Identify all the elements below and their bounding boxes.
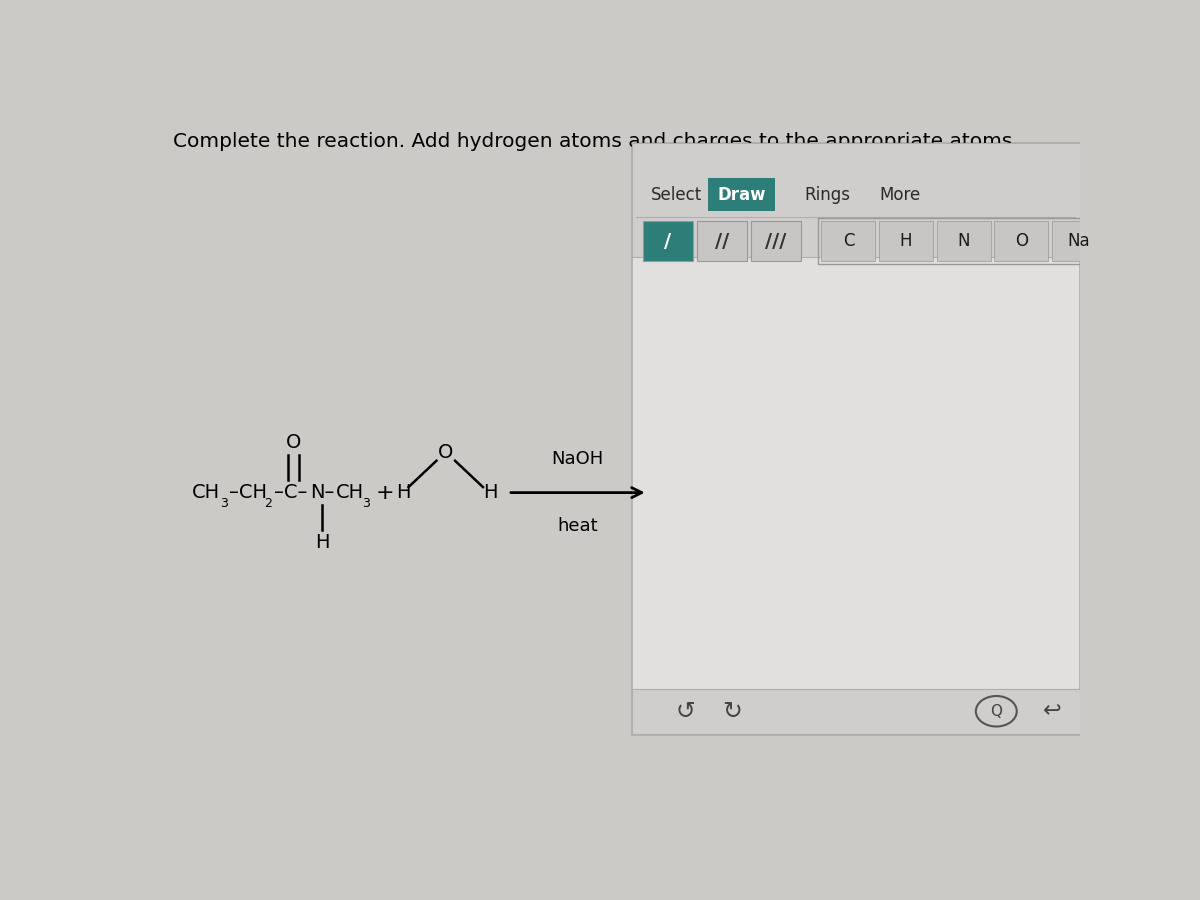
Bar [643, 221, 694, 261]
Text: O: O [1015, 232, 1028, 250]
Bar [822, 221, 876, 261]
Text: C: C [842, 232, 854, 250]
Text: //: // [715, 231, 730, 250]
Bar [708, 178, 775, 212]
Text: –C–: –C– [274, 483, 307, 502]
Text: ↻: ↻ [722, 699, 742, 724]
Bar [817, 218, 1110, 264]
Text: H: H [314, 533, 329, 552]
Text: H: H [482, 483, 498, 502]
Bar [880, 221, 934, 261]
Text: Na: Na [1068, 232, 1091, 250]
Text: Select: Select [650, 185, 702, 203]
Text: O: O [438, 443, 454, 462]
Bar [697, 221, 748, 261]
Bar [995, 221, 1049, 261]
Bar [1052, 221, 1106, 261]
Text: NaOH: NaOH [552, 450, 604, 468]
Text: 3: 3 [220, 497, 228, 510]
Bar [751, 221, 802, 261]
Text: 2: 2 [264, 497, 272, 510]
Text: Draw: Draw [718, 185, 766, 203]
Bar [631, 143, 1080, 735]
Text: CH: CH [192, 483, 220, 502]
Text: N–: N– [310, 483, 335, 502]
Text: Q: Q [990, 704, 1002, 719]
Text: +: + [376, 482, 395, 502]
Text: Complete the reaction. Add hydrogen atoms and charges to the appropriate atoms.: Complete the reaction. Add hydrogen atom… [173, 132, 1019, 151]
Text: O: O [286, 433, 301, 452]
Text: –CH: –CH [229, 483, 268, 502]
Text: H: H [396, 483, 410, 502]
Text: ///: /// [766, 231, 786, 250]
Text: heat: heat [558, 517, 598, 535]
Bar [631, 688, 1080, 734]
Text: H: H [900, 232, 912, 250]
Text: 3: 3 [362, 497, 370, 510]
Text: N: N [958, 232, 970, 250]
Text: Rings: Rings [804, 185, 850, 203]
Text: ↩: ↩ [1043, 701, 1062, 721]
Bar [631, 142, 1080, 257]
Text: ↺: ↺ [676, 699, 696, 724]
Text: More: More [878, 185, 920, 203]
Bar [937, 221, 991, 261]
Text: /: / [665, 231, 672, 250]
Text: CH: CH [336, 483, 364, 502]
